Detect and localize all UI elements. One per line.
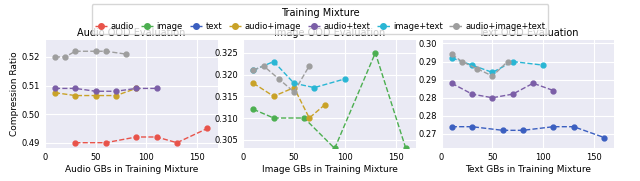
X-axis label: Text GBs in Training Mixture: Text GBs in Training Mixture (465, 165, 591, 174)
Legend: audio, image, text, audio+image, audio+text, image+text, audio+image+text: audio, image, text, audio+image, audio+t… (92, 4, 548, 34)
Title: Audio OOD Evaluation: Audio OOD Evaluation (77, 28, 186, 38)
X-axis label: Audio GBs in Training Mixture: Audio GBs in Training Mixture (65, 165, 198, 174)
Y-axis label: Compression Ratio: Compression Ratio (10, 52, 19, 136)
Title: Image OOD Evaluation: Image OOD Evaluation (274, 28, 385, 38)
X-axis label: Image GBs in Training Mixture: Image GBs in Training Mixture (262, 165, 397, 174)
Title: Text OOD Evaluation: Text OOD Evaluation (477, 28, 579, 38)
